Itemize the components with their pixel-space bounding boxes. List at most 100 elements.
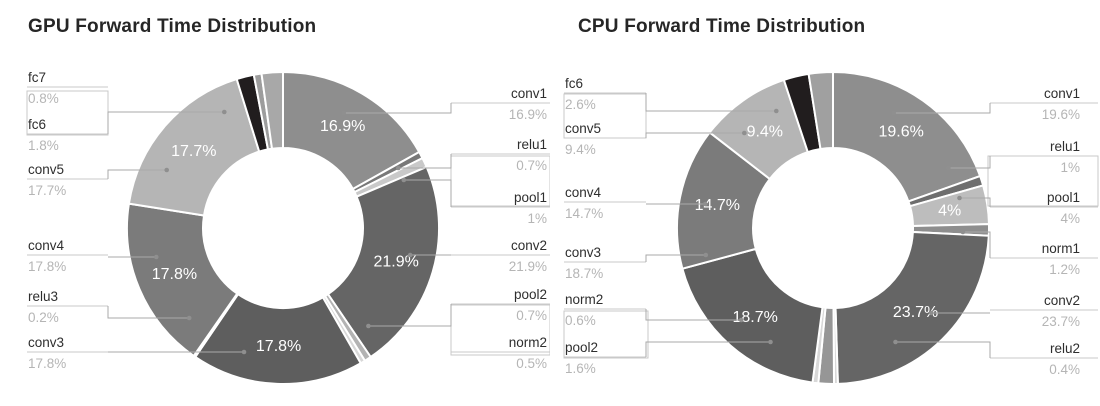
leader-dot-relu1 [946, 165, 951, 171]
donut-slice-conv3 [681, 247, 824, 384]
inner-label-conv2: 21.9% [374, 253, 419, 270]
slice-label-conv2: conv2 [1044, 293, 1080, 308]
leader-dot-pool2 [768, 339, 773, 345]
leader-line-fc6 [107, 111, 225, 134]
slice-value-conv4: 17.8% [28, 259, 66, 274]
slice-value-conv5: 9.4% [565, 142, 596, 157]
inner-label-conv4: 17.8% [152, 266, 197, 283]
gpu-chart-title: GPU Forward Time Distribution [28, 16, 317, 37]
slice-value-pool2: 1.6% [565, 361, 596, 376]
slice-value-pool1: 1% [527, 211, 547, 226]
leader-dot-fc6 [222, 109, 227, 115]
slice-value-norm2: 0.6% [565, 313, 596, 328]
leader-dot-conv3 [241, 349, 247, 355]
leader-dot-conv1 [341, 110, 346, 116]
leader-dot-conv2 [407, 252, 413, 258]
slice-label-fc7: fc7 [28, 70, 46, 85]
leader-line-pool1 [403, 179, 452, 207]
leader-line-relu1 [948, 156, 991, 169]
leader-line-pool1 [959, 197, 991, 207]
leader-dot-pool2 [366, 323, 371, 329]
slice-label-conv3: conv3 [28, 335, 64, 350]
slice-label-pool1: pool1 [514, 190, 547, 205]
callout-box-2 [987, 155, 1099, 207]
slice-value-norm2: 0.5% [516, 356, 547, 371]
slice-label-pool2: pool2 [514, 287, 547, 302]
leader-dot-conv4 [154, 254, 159, 260]
donut-slice-conv2 [327, 165, 441, 358]
slice-value-conv3: 17.8% [28, 356, 66, 371]
inner-label-conv1: 16.9% [320, 118, 365, 135]
leader-line-pool2 [645, 341, 771, 357]
slice-label-conv4: conv4 [565, 185, 602, 200]
leader-dot-conv3 [703, 252, 709, 258]
slice-label-conv5: conv5 [565, 121, 601, 136]
leader-line-conv5 [107, 169, 167, 179]
slice-value-fc6: 2.6% [565, 97, 596, 112]
inner-label-conv3: 17.8% [256, 338, 301, 355]
inner-label-conv4: 14.7% [695, 197, 740, 214]
leader-line-conv1 [343, 103, 452, 114]
leader-dot-conv4 [702, 201, 708, 207]
slice-label-relu1: relu1 [1050, 139, 1080, 154]
leader-line-norm2 [645, 309, 742, 321]
leader-dot-norm2 [738, 317, 744, 323]
donut-slice-conv5 [127, 78, 261, 217]
slice-value-conv3: 18.7% [565, 266, 603, 281]
slice-label-fc6: fc6 [565, 76, 583, 91]
leader-dot-conv5 [742, 130, 747, 136]
slice-label-conv5: conv5 [28, 162, 64, 177]
slice-value-conv4: 14.7% [565, 206, 603, 221]
slice-value-pool1: 4% [1060, 211, 1080, 226]
slice-value-relu2: 0.4% [1049, 362, 1080, 377]
slice-label-norm1: norm1 [1042, 241, 1080, 256]
slice-label-norm2: norm2 [565, 292, 603, 307]
leader-dot-conv1 [891, 110, 896, 116]
leader-line-relu2 [895, 341, 991, 358]
leader-dot-conv5 [164, 167, 169, 173]
leader-dot-relu2 [893, 339, 898, 345]
slice-value-relu1: 0.7% [516, 158, 547, 173]
donut-slice-conv2 [834, 231, 990, 385]
gpu-chart-panel: GPU Forward Time Distribution 16.9% 21.9%… [26, 16, 550, 386]
slice-value-norm1: 1.2% [1049, 262, 1080, 277]
inner-label-conv5: 17.7% [171, 143, 216, 160]
leader-line-pool2 [368, 304, 452, 327]
leader-dot-conv2 [929, 310, 934, 316]
slice-label-conv2: conv2 [511, 238, 547, 253]
inner-label-conv3: 18.7% [733, 309, 778, 326]
leader-line-relu1 [398, 154, 452, 169]
callout-box-2 [450, 304, 550, 356]
donut-slice-unlabeled [260, 71, 284, 150]
slice-label-conv1: conv1 [1044, 86, 1080, 101]
cpu-chart-title: CPU Forward Time Distribution [578, 16, 866, 37]
slice-label-conv4: conv4 [28, 238, 65, 253]
leader-dot-fc6 [774, 108, 779, 114]
slice-label-relu2: relu2 [1050, 341, 1080, 356]
leader-dot-pool1 [957, 195, 962, 201]
slice-label-relu3: relu3 [28, 289, 58, 304]
leader-dot-norm1 [960, 229, 966, 235]
slice-label-pool1: pool1 [1047, 190, 1080, 205]
slice-label-pool2: pool2 [565, 340, 598, 355]
slice-value-relu3: 0.2% [28, 310, 59, 325]
slice-label-relu1: relu1 [517, 137, 547, 152]
callout-box-1 [563, 310, 649, 359]
callout-box-1 [450, 155, 550, 207]
inner-label-conv5: 9.4% [747, 124, 783, 141]
slice-value-conv2: 23.7% [1042, 314, 1080, 329]
leader-line-conv1 [893, 103, 991, 114]
gpu-donut-chart: 16.9% 21.9% 17.8% 17.8% 17.7% conv1 16.9% relu1… [26, 70, 550, 386]
slice-value-conv2: 21.9% [509, 259, 547, 274]
cpu-chart-panel: CPU Forward Time Distribution 19.6% 4% 23.… [550, 0, 1100, 406]
leader-line-conv3 [645, 254, 706, 262]
leader-dot-relu3 [186, 315, 192, 321]
leader-dot-relu1 [396, 165, 401, 171]
slice-label-norm2: norm2 [509, 335, 547, 350]
slice-label-conv1: conv1 [511, 86, 547, 101]
cpu-donut-chart: 19.6% 4% 23.7% 18.7% 14.7% 9.4% conv1 19.6% relu… [563, 70, 1099, 386]
inner-label-conv1: 19.6% [879, 124, 924, 141]
slice-value-conv5: 17.7% [28, 183, 66, 198]
slice-value-relu1: 1% [1060, 160, 1080, 175]
leader-dot-pool1 [401, 177, 407, 183]
